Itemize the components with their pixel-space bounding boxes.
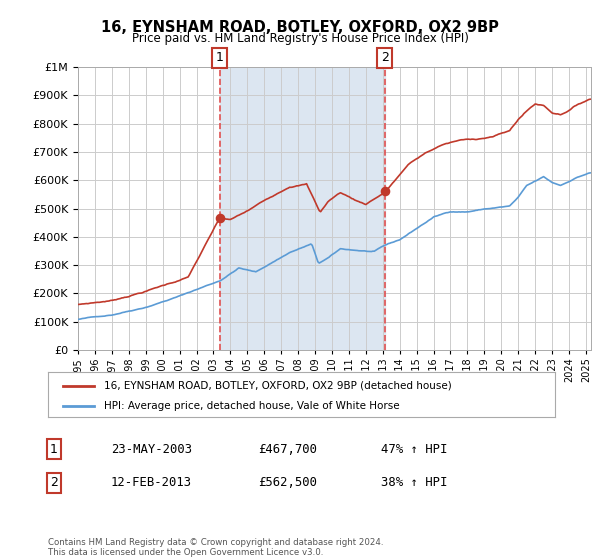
Point — [215, 213, 224, 222]
Text: 2: 2 — [50, 476, 58, 489]
Text: 16, EYNSHAM ROAD, BOTLEY, OXFORD, OX2 9BP: 16, EYNSHAM ROAD, BOTLEY, OXFORD, OX2 9B… — [101, 20, 499, 35]
Text: 1: 1 — [50, 442, 58, 456]
Text: HPI: Average price, detached house, Vale of White Horse: HPI: Average price, detached house, Vale… — [104, 401, 400, 411]
Text: Price paid vs. HM Land Registry's House Price Index (HPI): Price paid vs. HM Land Registry's House … — [131, 32, 469, 45]
Point — [380, 186, 389, 195]
Text: 38% ↑ HPI: 38% ↑ HPI — [381, 476, 448, 489]
Text: 16, EYNSHAM ROAD, BOTLEY, OXFORD, OX2 9BP (detached house): 16, EYNSHAM ROAD, BOTLEY, OXFORD, OX2 9B… — [104, 381, 452, 391]
Text: £467,700: £467,700 — [258, 442, 317, 456]
Text: £562,500: £562,500 — [258, 476, 317, 489]
Text: 12-FEB-2013: 12-FEB-2013 — [111, 476, 192, 489]
Text: 23-MAY-2003: 23-MAY-2003 — [111, 442, 192, 456]
Text: 47% ↑ HPI: 47% ↑ HPI — [381, 442, 448, 456]
Text: 1: 1 — [216, 52, 224, 64]
Bar — [220, 67, 385, 350]
Text: Contains HM Land Registry data © Crown copyright and database right 2024.
This d: Contains HM Land Registry data © Crown c… — [48, 538, 383, 557]
Text: 2: 2 — [381, 52, 389, 64]
